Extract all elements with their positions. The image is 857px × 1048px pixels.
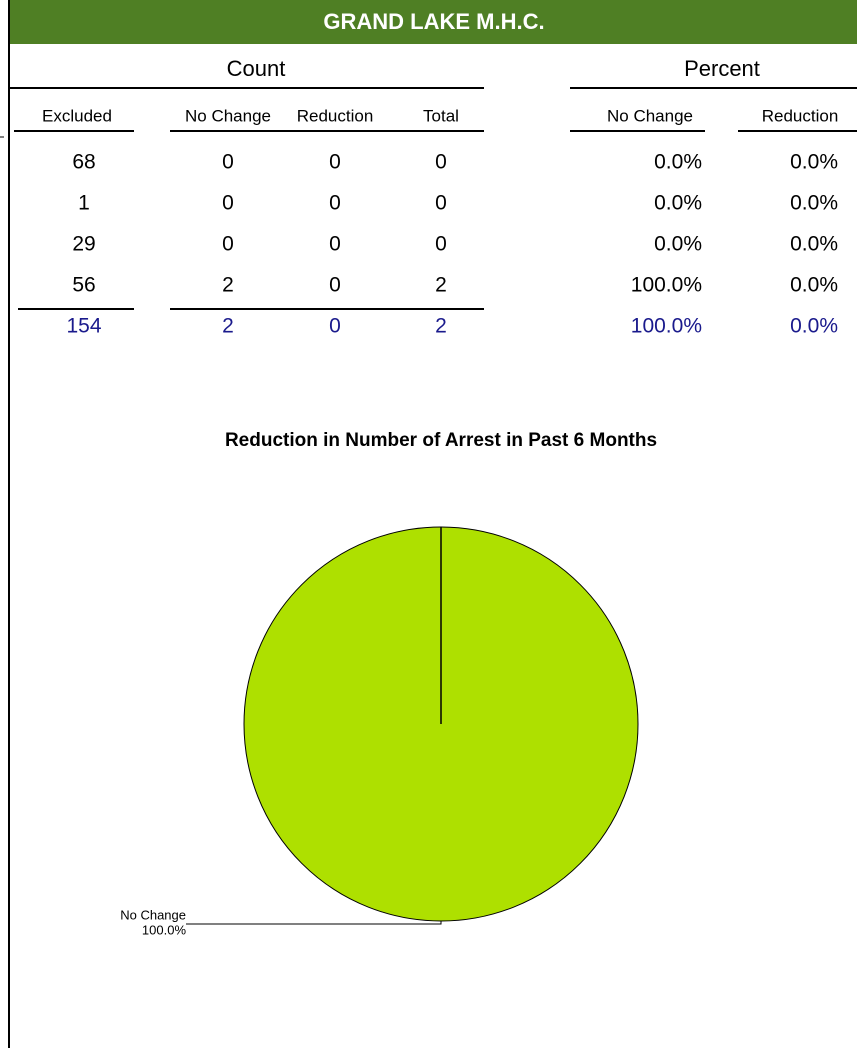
cell: 0.0% bbox=[654, 192, 702, 215]
cell: 29 bbox=[72, 233, 95, 256]
header-bar bbox=[10, 0, 857, 44]
leader-line bbox=[186, 921, 442, 925]
left-border bbox=[8, 0, 10, 1048]
total-cell: 0 bbox=[329, 315, 341, 338]
cell: 0 bbox=[222, 233, 234, 256]
column-header: Excluded bbox=[42, 106, 112, 125]
cell: 1 bbox=[78, 192, 90, 215]
cell: 0.0% bbox=[790, 274, 838, 297]
cell: 0 bbox=[435, 192, 447, 215]
total-cell: 0.0% bbox=[790, 315, 838, 338]
cell: 0 bbox=[435, 151, 447, 174]
slice-label: No Change bbox=[120, 907, 186, 922]
cell: 0.0% bbox=[790, 151, 838, 174]
cell: 0.0% bbox=[790, 233, 838, 256]
cell: 0 bbox=[435, 233, 447, 256]
cell: 0 bbox=[222, 192, 234, 215]
column-header: No Change bbox=[607, 106, 693, 125]
total-cell: 154 bbox=[66, 315, 101, 338]
cell: 68 bbox=[72, 151, 95, 174]
cell: 0.0% bbox=[654, 151, 702, 174]
cell: 0.0% bbox=[790, 192, 838, 215]
cell: 0 bbox=[329, 151, 341, 174]
cell: 56 bbox=[72, 274, 95, 297]
column-header: No Change bbox=[185, 106, 271, 125]
column-header: Total bbox=[423, 106, 459, 125]
cell: 0.0% bbox=[654, 233, 702, 256]
group-label: Count bbox=[227, 56, 286, 81]
cell: 0 bbox=[222, 151, 234, 174]
chart-title: Reduction in Number of Arrest in Past 6 … bbox=[225, 430, 657, 451]
slice-value: 100.0% bbox=[142, 922, 187, 937]
cell: 0 bbox=[329, 233, 341, 256]
header-title: GRAND LAKE M.H.C. bbox=[323, 9, 544, 34]
total-cell: 2 bbox=[435, 315, 447, 338]
cell: 100.0% bbox=[631, 274, 702, 297]
cell: 0 bbox=[329, 192, 341, 215]
cell: 0 bbox=[329, 274, 341, 297]
column-header: Reduction bbox=[762, 106, 839, 125]
group-label: Percent bbox=[684, 56, 760, 81]
cell: 2 bbox=[222, 274, 234, 297]
total-cell: 2 bbox=[222, 315, 234, 338]
cell: 2 bbox=[435, 274, 447, 297]
column-header: Reduction bbox=[297, 106, 374, 125]
total-cell: 100.0% bbox=[631, 315, 702, 338]
